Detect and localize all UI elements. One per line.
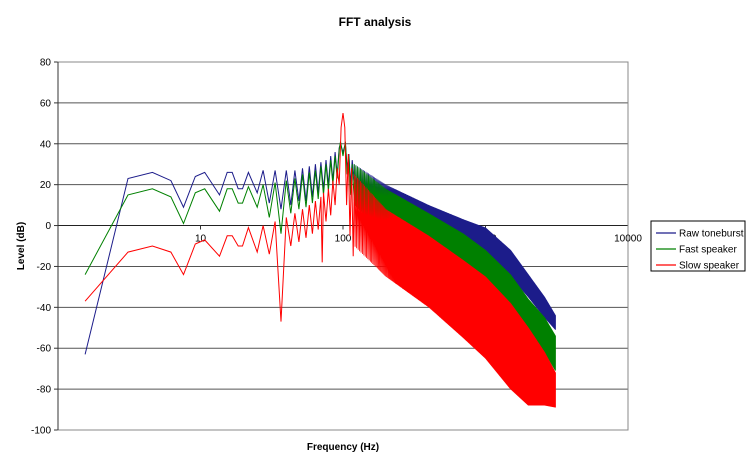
y-axis-title: Level (dB) <box>16 222 27 270</box>
legend-label: Fast speaker <box>679 245 737 256</box>
chart-title: FFT analysis <box>339 15 412 29</box>
y-tick-label: -60 <box>37 344 52 355</box>
series-line-raw-toneburst <box>84 142 355 355</box>
series-line-slow-speaker <box>84 113 355 322</box>
x-tick-label: 10000 <box>614 234 642 245</box>
y-tick-label: 80 <box>40 58 52 69</box>
y-tick-label: 0 <box>45 221 51 232</box>
y-tick-label: 40 <box>40 139 52 150</box>
x-tick-label: 100 <box>335 234 352 245</box>
legend-label: Slow speaker <box>679 261 740 272</box>
y-tick-label: -20 <box>37 262 52 273</box>
x-axis-title: Frequency (Hz) <box>307 442 379 453</box>
series-band-slow-speaker <box>353 174 556 408</box>
y-tick-label: -80 <box>37 385 52 396</box>
series-lines <box>84 113 556 408</box>
y-tick-label: -100 <box>31 426 51 437</box>
legend-box <box>650 220 746 272</box>
y-tick-label: 60 <box>40 98 52 109</box>
y-tick-label: 20 <box>40 180 52 191</box>
x-tick-label: 10 <box>195 234 207 245</box>
y-tick-label: -40 <box>37 303 52 314</box>
legend-label: Raw toneburst <box>679 229 744 240</box>
legend: Raw toneburst Fast speaker Slow speaker <box>650 220 746 272</box>
y-tick-labels: 80 60 40 20 0 -20 -40 -60 -80 -100 <box>31 58 51 437</box>
